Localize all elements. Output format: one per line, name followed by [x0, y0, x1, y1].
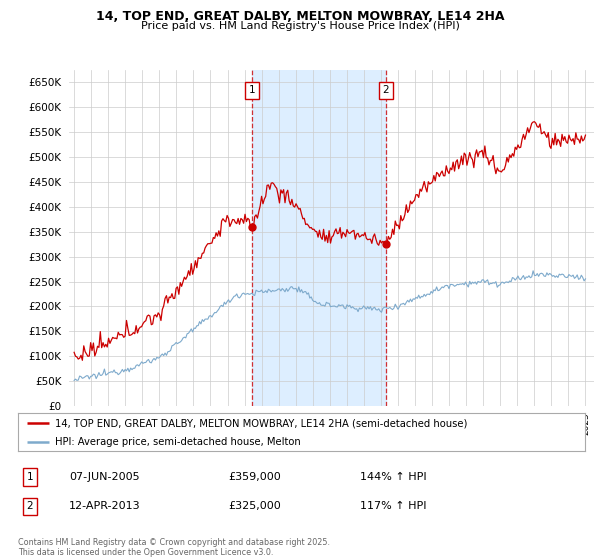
- Bar: [252, 70, 386, 406]
- Text: £325,000: £325,000: [228, 501, 281, 511]
- Text: 1: 1: [249, 85, 256, 95]
- Text: 2: 2: [26, 501, 34, 511]
- Text: 12-APR-2013: 12-APR-2013: [69, 501, 140, 511]
- Text: 117% ↑ HPI: 117% ↑ HPI: [360, 501, 427, 511]
- Text: 07-JUN-2005: 07-JUN-2005: [69, 472, 140, 482]
- Text: 14, TOP END, GREAT DALBY, MELTON MOWBRAY, LE14 2HA (semi-detached house): 14, TOP END, GREAT DALBY, MELTON MOWBRAY…: [55, 418, 467, 428]
- Text: 1: 1: [26, 472, 34, 482]
- Text: 144% ↑ HPI: 144% ↑ HPI: [360, 472, 427, 482]
- Text: Contains HM Land Registry data © Crown copyright and database right 2025.
This d: Contains HM Land Registry data © Crown c…: [18, 538, 330, 557]
- Text: Price paid vs. HM Land Registry's House Price Index (HPI): Price paid vs. HM Land Registry's House …: [140, 21, 460, 31]
- Text: 2: 2: [382, 85, 389, 95]
- Text: 14, TOP END, GREAT DALBY, MELTON MOWBRAY, LE14 2HA: 14, TOP END, GREAT DALBY, MELTON MOWBRAY…: [96, 10, 504, 23]
- Text: £359,000: £359,000: [228, 472, 281, 482]
- Text: HPI: Average price, semi-detached house, Melton: HPI: Average price, semi-detached house,…: [55, 437, 301, 447]
